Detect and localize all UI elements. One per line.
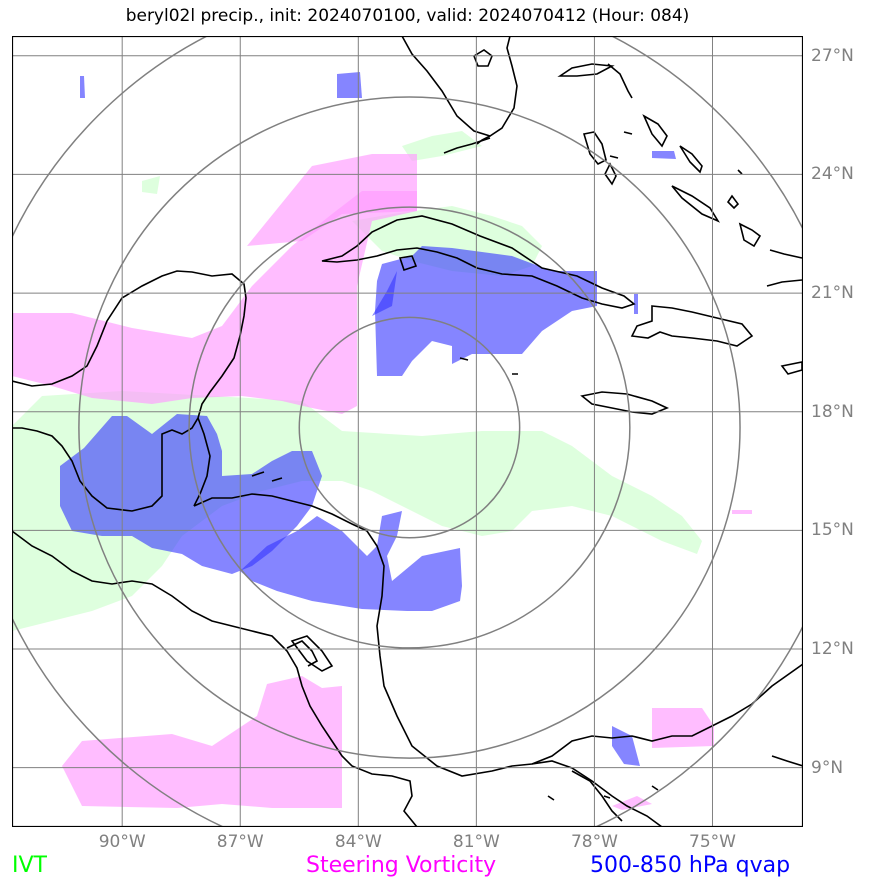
lon-tick-label: 75°W — [689, 832, 736, 852]
coastline-bahamas — [671, 185, 721, 223]
coastline-isla-de-la-juventud — [398, 255, 418, 272]
coastline-belize — [193, 417, 211, 507]
coastline-bahamas — [642, 114, 668, 148]
coastline-small-islands — [547, 785, 659, 801]
vorticity-field — [12, 154, 752, 810]
lon-tick-label: 90°W — [98, 832, 146, 852]
qvap-region — [80, 76, 85, 98]
legend-steering-vorticity: Steering Vorticity — [306, 853, 497, 878]
coastline-jamaica — [580, 391, 670, 415]
map-border — [12, 36, 803, 827]
coastlines — [12, 36, 803, 827]
lon-tick-label: 81°W — [452, 832, 500, 852]
lat-tick-label: 9°N — [811, 757, 844, 778]
coastline-colombia-gulf — [571, 770, 623, 822]
coastline-nicaragua-lake — [290, 635, 334, 672]
coastline-cuba — [321, 215, 636, 309]
coastline-puerto-rico — [780, 361, 803, 375]
qvap-region — [240, 511, 462, 611]
coastline-pacific — [12, 530, 418, 827]
coastline-venezuela — [771, 755, 803, 767]
qvap-region — [634, 294, 638, 314]
coastline-bahamas — [607, 63, 633, 99]
qvap-region — [60, 414, 322, 574]
range-ring — [78, 96, 741, 759]
vorticity-region — [247, 154, 417, 246]
range-ring — [298, 316, 521, 539]
ivt-region — [142, 176, 160, 194]
lon-tick-label: 87°W — [216, 832, 264, 852]
coastline-florida — [401, 36, 518, 137]
legend-qvap: 500-850 hPa qvap — [590, 853, 791, 878]
qvap-region — [652, 151, 676, 159]
map-title: beryl02l precip., init: 2024070100, vali… — [125, 6, 690, 26]
coastline-hispaniola — [766, 279, 803, 287]
coastline-central-america — [193, 493, 663, 827]
lat-tick-label: 27°N — [811, 45, 854, 66]
coastline-hispaniola — [630, 305, 754, 347]
gridlines — [12, 36, 803, 827]
coastline-cayman — [459, 357, 518, 375]
lat-tick-label: 21°N — [811, 283, 854, 304]
lon-tick-label: 84°W — [334, 832, 382, 852]
lon-tick-label: 78°W — [570, 832, 618, 852]
qvap-field — [60, 72, 676, 766]
coastline-bahamas — [769, 249, 803, 259]
coastline-mexico — [12, 270, 247, 512]
coastline-bahamas — [604, 162, 617, 186]
lat-tick-label: 24°N — [811, 164, 854, 185]
coastline-bahamas — [726, 194, 740, 210]
qvap-region — [372, 271, 397, 316]
map-canvas[interactable] — [12, 36, 803, 827]
vorticity-region — [62, 676, 342, 808]
coastline-colombia — [531, 663, 803, 765]
coastline-bahamas — [738, 222, 762, 248]
qvap-region — [375, 246, 597, 376]
range-ring — [188, 206, 631, 649]
coastline-bahamas — [609, 131, 743, 175]
coastline-nicoya — [286, 640, 319, 667]
lat-tick-label: 15°N — [811, 520, 854, 541]
qvap-region — [337, 72, 362, 98]
legend-ivt: IVT — [12, 853, 47, 878]
map-panel[interactable] — [12, 36, 803, 827]
coastline-bahamas — [557, 63, 615, 77]
lat-tick-label: 18°N — [811, 401, 854, 422]
range-rings — [12, 36, 803, 827]
coastline-bahamas — [679, 145, 703, 174]
qvap-region — [612, 726, 640, 766]
lat-tick-label: 12°N — [811, 639, 854, 660]
coastline-keys — [443, 137, 491, 154]
coastline-bay-islands — [251, 471, 283, 482]
vorticity-region — [612, 796, 652, 810]
coastline-lake-okeechobee — [473, 49, 493, 67]
vorticity-region — [12, 191, 417, 414]
ivt-region — [402, 131, 482, 161]
vorticity-region — [652, 708, 714, 748]
vorticity-region — [732, 510, 752, 514]
